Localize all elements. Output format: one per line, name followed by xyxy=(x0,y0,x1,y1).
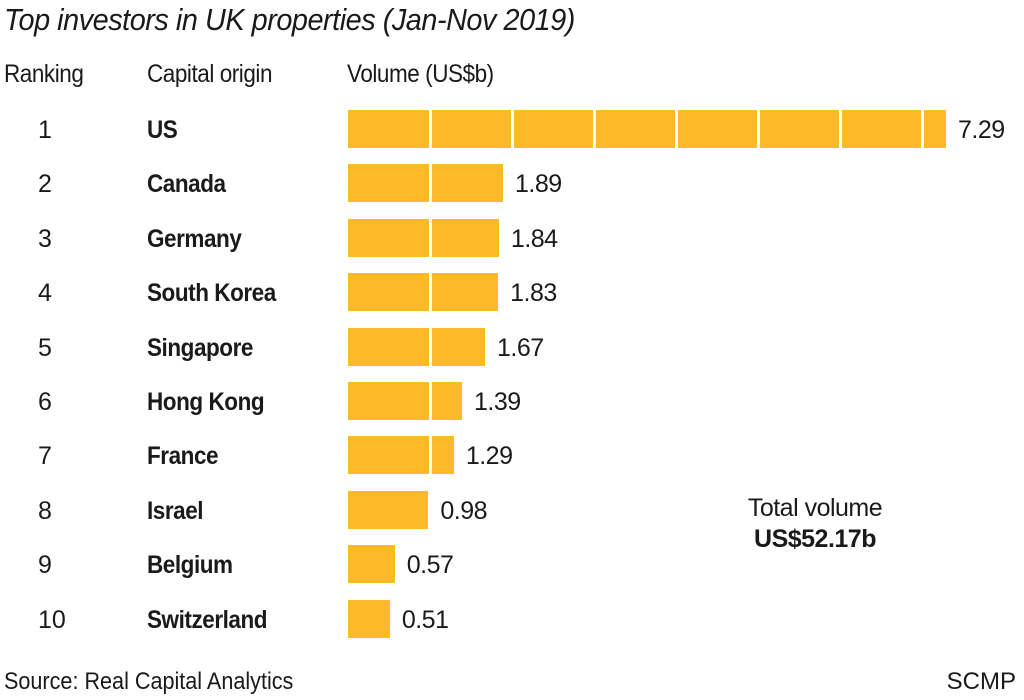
total-volume-value: US$52.17b xyxy=(754,525,876,553)
total-volume-label: Total volume xyxy=(747,494,883,522)
value-label: 1.89 xyxy=(515,170,562,199)
rank-label: 5 xyxy=(38,333,52,362)
rank-label: 4 xyxy=(38,279,52,308)
bar-segment-divider xyxy=(428,436,432,475)
bar-row: 10 Switzerland 0.51 xyxy=(0,599,1024,640)
bar-segment-divider xyxy=(428,273,432,312)
bar-segment-divider xyxy=(920,110,924,148)
country-label: US xyxy=(147,116,178,144)
bar xyxy=(348,490,429,529)
bar-row: 7 France 1.29 xyxy=(0,436,1024,476)
bar-segment-divider xyxy=(428,327,432,366)
value-label: 1.39 xyxy=(474,388,521,416)
rank-label: 9 xyxy=(38,551,52,580)
rank-label: 8 xyxy=(38,496,52,525)
bar-segment-divider xyxy=(756,110,760,148)
chart-title: Top investors in UK properties (Jan-Nov … xyxy=(4,2,575,37)
bar xyxy=(348,599,390,638)
country-label: Singapore xyxy=(147,333,253,362)
bar-row: 9 Belgium 0.57 xyxy=(0,545,1024,585)
bar xyxy=(348,436,454,475)
bar xyxy=(348,545,395,584)
rank-label: 2 xyxy=(38,170,52,199)
bar-row: 2 Canada 1.89 xyxy=(0,164,1024,204)
country-label: South Korea xyxy=(147,279,276,308)
bar-segment-divider xyxy=(428,382,432,420)
bar-segment-divider xyxy=(428,164,432,203)
column-header-volume: Volume (US$b) xyxy=(347,60,494,88)
bar-row: 8 Israel 0.98 xyxy=(0,490,1024,531)
bar xyxy=(348,218,499,257)
bar xyxy=(348,110,946,148)
bar-row: 3 Germany 1.84 xyxy=(0,218,1024,259)
bar-row: 4 South Korea 1.83 xyxy=(0,273,1024,313)
country-label: Belgium xyxy=(147,551,233,580)
value-label: 0.51 xyxy=(401,605,449,634)
country-label: Switzerland xyxy=(147,605,268,634)
bar-row: 1 US 7.29 xyxy=(0,110,1024,150)
column-header-ranking: Ranking xyxy=(4,60,84,88)
rank-label: 10 xyxy=(38,605,66,634)
value-label: 1.29 xyxy=(465,442,513,471)
bar-segment-divider xyxy=(428,110,432,148)
value-label: 1.67 xyxy=(496,333,544,362)
bar-segment-divider xyxy=(674,110,678,148)
country-label: Israel xyxy=(147,496,204,525)
country-label: Canada xyxy=(147,170,226,199)
total-volume-annotation: Total volume US$52.17b xyxy=(700,494,930,554)
bar-segment-divider xyxy=(428,218,432,257)
country-label: France xyxy=(147,442,219,471)
bar-row: 6 Hong Kong 1.39 xyxy=(0,382,1024,422)
bar-segment-divider xyxy=(592,110,596,148)
bar-row: 5 Singapore 1.67 xyxy=(0,327,1024,368)
rank-label: 1 xyxy=(38,116,52,144)
value-label: 0.57 xyxy=(406,551,454,580)
bar xyxy=(348,327,485,366)
bar xyxy=(348,382,463,420)
country-label: Germany xyxy=(147,224,242,253)
value-label: 7.29 xyxy=(958,116,1005,144)
source-note: Source: Real Capital Analytics xyxy=(4,668,294,695)
country-label: Hong Kong xyxy=(147,388,265,416)
bar xyxy=(348,164,504,203)
credit-label: SCMP xyxy=(946,668,1016,695)
value-label: 1.84 xyxy=(510,224,558,253)
bar-segment-divider xyxy=(510,110,514,148)
value-label: 0.98 xyxy=(440,496,488,525)
bar-segment-divider xyxy=(838,110,842,148)
rank-label: 6 xyxy=(38,388,52,416)
value-label: 1.83 xyxy=(510,279,557,308)
bar xyxy=(348,273,499,312)
rank-label: 3 xyxy=(38,224,52,253)
column-header-capital-origin: Capital origin xyxy=(147,60,273,88)
rank-label: 7 xyxy=(38,442,52,471)
